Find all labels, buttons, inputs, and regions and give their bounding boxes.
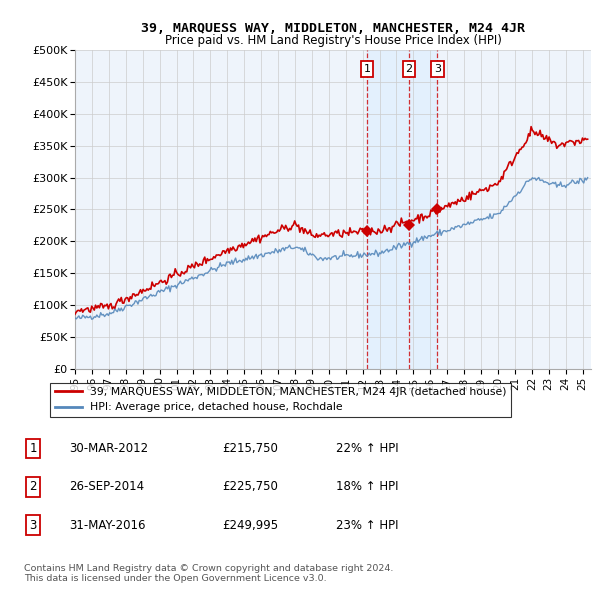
Text: 23% ↑ HPI: 23% ↑ HPI xyxy=(336,519,398,532)
Text: 26-SEP-2014: 26-SEP-2014 xyxy=(69,480,144,493)
Text: 2: 2 xyxy=(406,64,413,74)
Text: Price paid vs. HM Land Registry's House Price Index (HPI): Price paid vs. HM Land Registry's House … xyxy=(164,34,502,47)
Text: Contains HM Land Registry data © Crown copyright and database right 2024.
This d: Contains HM Land Registry data © Crown c… xyxy=(24,563,394,583)
Text: 2: 2 xyxy=(29,480,37,493)
Text: 30-MAR-2012: 30-MAR-2012 xyxy=(69,442,148,455)
Text: £215,750: £215,750 xyxy=(222,442,278,455)
Text: 31-MAY-2016: 31-MAY-2016 xyxy=(69,519,146,532)
Text: 1: 1 xyxy=(364,64,370,74)
Bar xyxy=(367,50,437,369)
Text: £225,750: £225,750 xyxy=(222,480,278,493)
Text: 18% ↑ HPI: 18% ↑ HPI xyxy=(336,480,398,493)
Legend: 39, MARQUESS WAY, MIDDLETON, MANCHESTER, M24 4JR (detached house), HPI: Average : 39, MARQUESS WAY, MIDDLETON, MANCHESTER,… xyxy=(50,383,511,417)
Text: 1: 1 xyxy=(29,442,37,455)
Text: 22% ↑ HPI: 22% ↑ HPI xyxy=(336,442,398,455)
Text: 3: 3 xyxy=(29,519,37,532)
Text: £249,995: £249,995 xyxy=(222,519,278,532)
Text: 3: 3 xyxy=(434,64,441,74)
Text: 39, MARQUESS WAY, MIDDLETON, MANCHESTER, M24 4JR: 39, MARQUESS WAY, MIDDLETON, MANCHESTER,… xyxy=(141,22,525,35)
